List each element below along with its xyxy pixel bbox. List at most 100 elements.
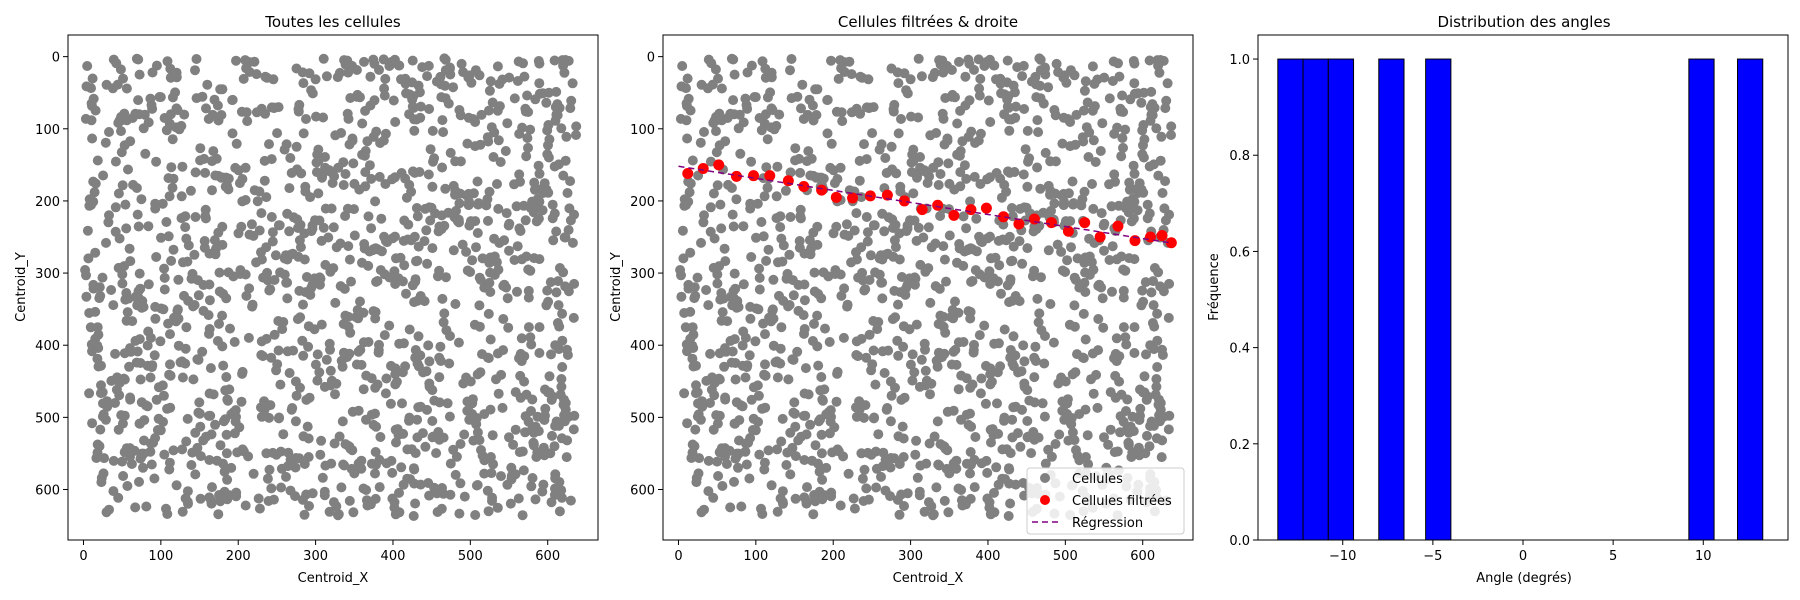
panel1-frame: [67, 34, 599, 541]
cell-point: [499, 235, 510, 246]
cell-point: [134, 109, 145, 120]
cell-point: [871, 463, 882, 474]
cell-point: [855, 71, 866, 82]
cell-point: [208, 146, 219, 157]
x-tick-label: 0: [674, 549, 682, 564]
filtered-point: [980, 202, 992, 214]
cell-point: [1155, 398, 1166, 408]
cell-point: [317, 472, 328, 483]
cell-point: [197, 346, 208, 357]
cell-point: [237, 174, 248, 184]
cell-point: [925, 297, 936, 308]
cell-point: [1129, 348, 1140, 358]
cell-point: [517, 446, 528, 457]
cell-point: [256, 254, 267, 265]
cell-point: [928, 509, 939, 520]
cell-point: [132, 209, 143, 220]
cell-point: [731, 194, 742, 205]
cell-point: [212, 100, 223, 111]
cell-point: [411, 203, 422, 213]
filtered-point: [682, 168, 694, 180]
cell-point: [1117, 133, 1128, 143]
cell-point: [513, 56, 524, 67]
y-tick-label: 500: [630, 411, 655, 426]
cell-point: [1151, 374, 1162, 384]
cell-point: [243, 332, 254, 343]
cell-point: [812, 84, 823, 95]
cell-point: [366, 173, 377, 184]
cell-point: [820, 323, 830, 334]
cell-point: [1106, 201, 1117, 212]
cell-point: [785, 167, 796, 178]
cell-point: [133, 221, 144, 232]
cell-point: [838, 451, 849, 462]
cell-point: [939, 254, 950, 265]
cell-point: [228, 407, 239, 418]
x-tick-label: 5: [1609, 549, 1617, 564]
cell-point: [979, 61, 990, 71]
cell-point: [816, 448, 827, 459]
cell-point: [1109, 169, 1120, 180]
cell-point: [1093, 345, 1104, 356]
cell-point: [360, 167, 371, 178]
cell-point: [1003, 511, 1014, 521]
cell-point: [1088, 135, 1099, 146]
cell-point: [304, 68, 315, 79]
cell-point: [856, 448, 867, 459]
panel3-yticks: 0.00.20.40.60.81.0: [1229, 53, 1258, 549]
cell-point: [930, 281, 941, 292]
cell-point: [954, 56, 964, 67]
cell-point: [328, 222, 339, 233]
cell-point: [806, 153, 817, 164]
cell-point: [340, 439, 351, 450]
cell-point: [898, 321, 909, 332]
cell-point: [168, 445, 179, 456]
cell-point: [164, 191, 175, 202]
cell-point: [320, 259, 331, 270]
legend-box: [1026, 467, 1185, 535]
cell-point: [771, 191, 782, 202]
cell-point: [344, 139, 355, 150]
cell-point: [1033, 432, 1044, 443]
cell-point: [148, 437, 159, 448]
cell-point: [919, 506, 930, 517]
cell-point: [284, 226, 295, 237]
cell-point: [1110, 370, 1121, 381]
cell-point: [328, 497, 339, 508]
cell-point: [440, 80, 450, 91]
cell-point: [534, 168, 545, 179]
cell-point: [1074, 282, 1085, 293]
cell-point: [727, 300, 738, 311]
cell-point: [340, 310, 351, 321]
cell-point: [757, 403, 768, 414]
cell-point: [290, 416, 301, 427]
cell-point: [247, 299, 258, 310]
cell-point: [985, 424, 996, 435]
cell-point: [551, 226, 562, 237]
cell-point: [401, 288, 411, 299]
cell-point: [690, 290, 701, 301]
cell-point: [692, 272, 703, 283]
cell-point: [295, 312, 306, 323]
cell-point: [180, 358, 191, 369]
x-tick-label: 400: [381, 549, 406, 564]
cell-point: [492, 502, 503, 513]
cell-point: [754, 449, 765, 460]
cell-point: [300, 181, 311, 192]
cell-point: [990, 252, 1001, 263]
cell-point: [837, 116, 848, 127]
cell-point: [805, 170, 816, 181]
panel3-xlabel: Angle (degrés): [1476, 571, 1572, 586]
cell-point: [1121, 339, 1132, 350]
cell-point: [1019, 104, 1030, 114]
cell-point: [851, 208, 862, 219]
cell-point: [1018, 340, 1029, 351]
cell-point: [883, 212, 894, 223]
cell-point: [1007, 414, 1018, 425]
y-tick-label: 0.2: [1229, 438, 1250, 453]
cell-point: [264, 285, 275, 296]
cell-point: [344, 254, 355, 265]
cell-point: [1051, 58, 1062, 69]
cell-point: [301, 114, 311, 124]
